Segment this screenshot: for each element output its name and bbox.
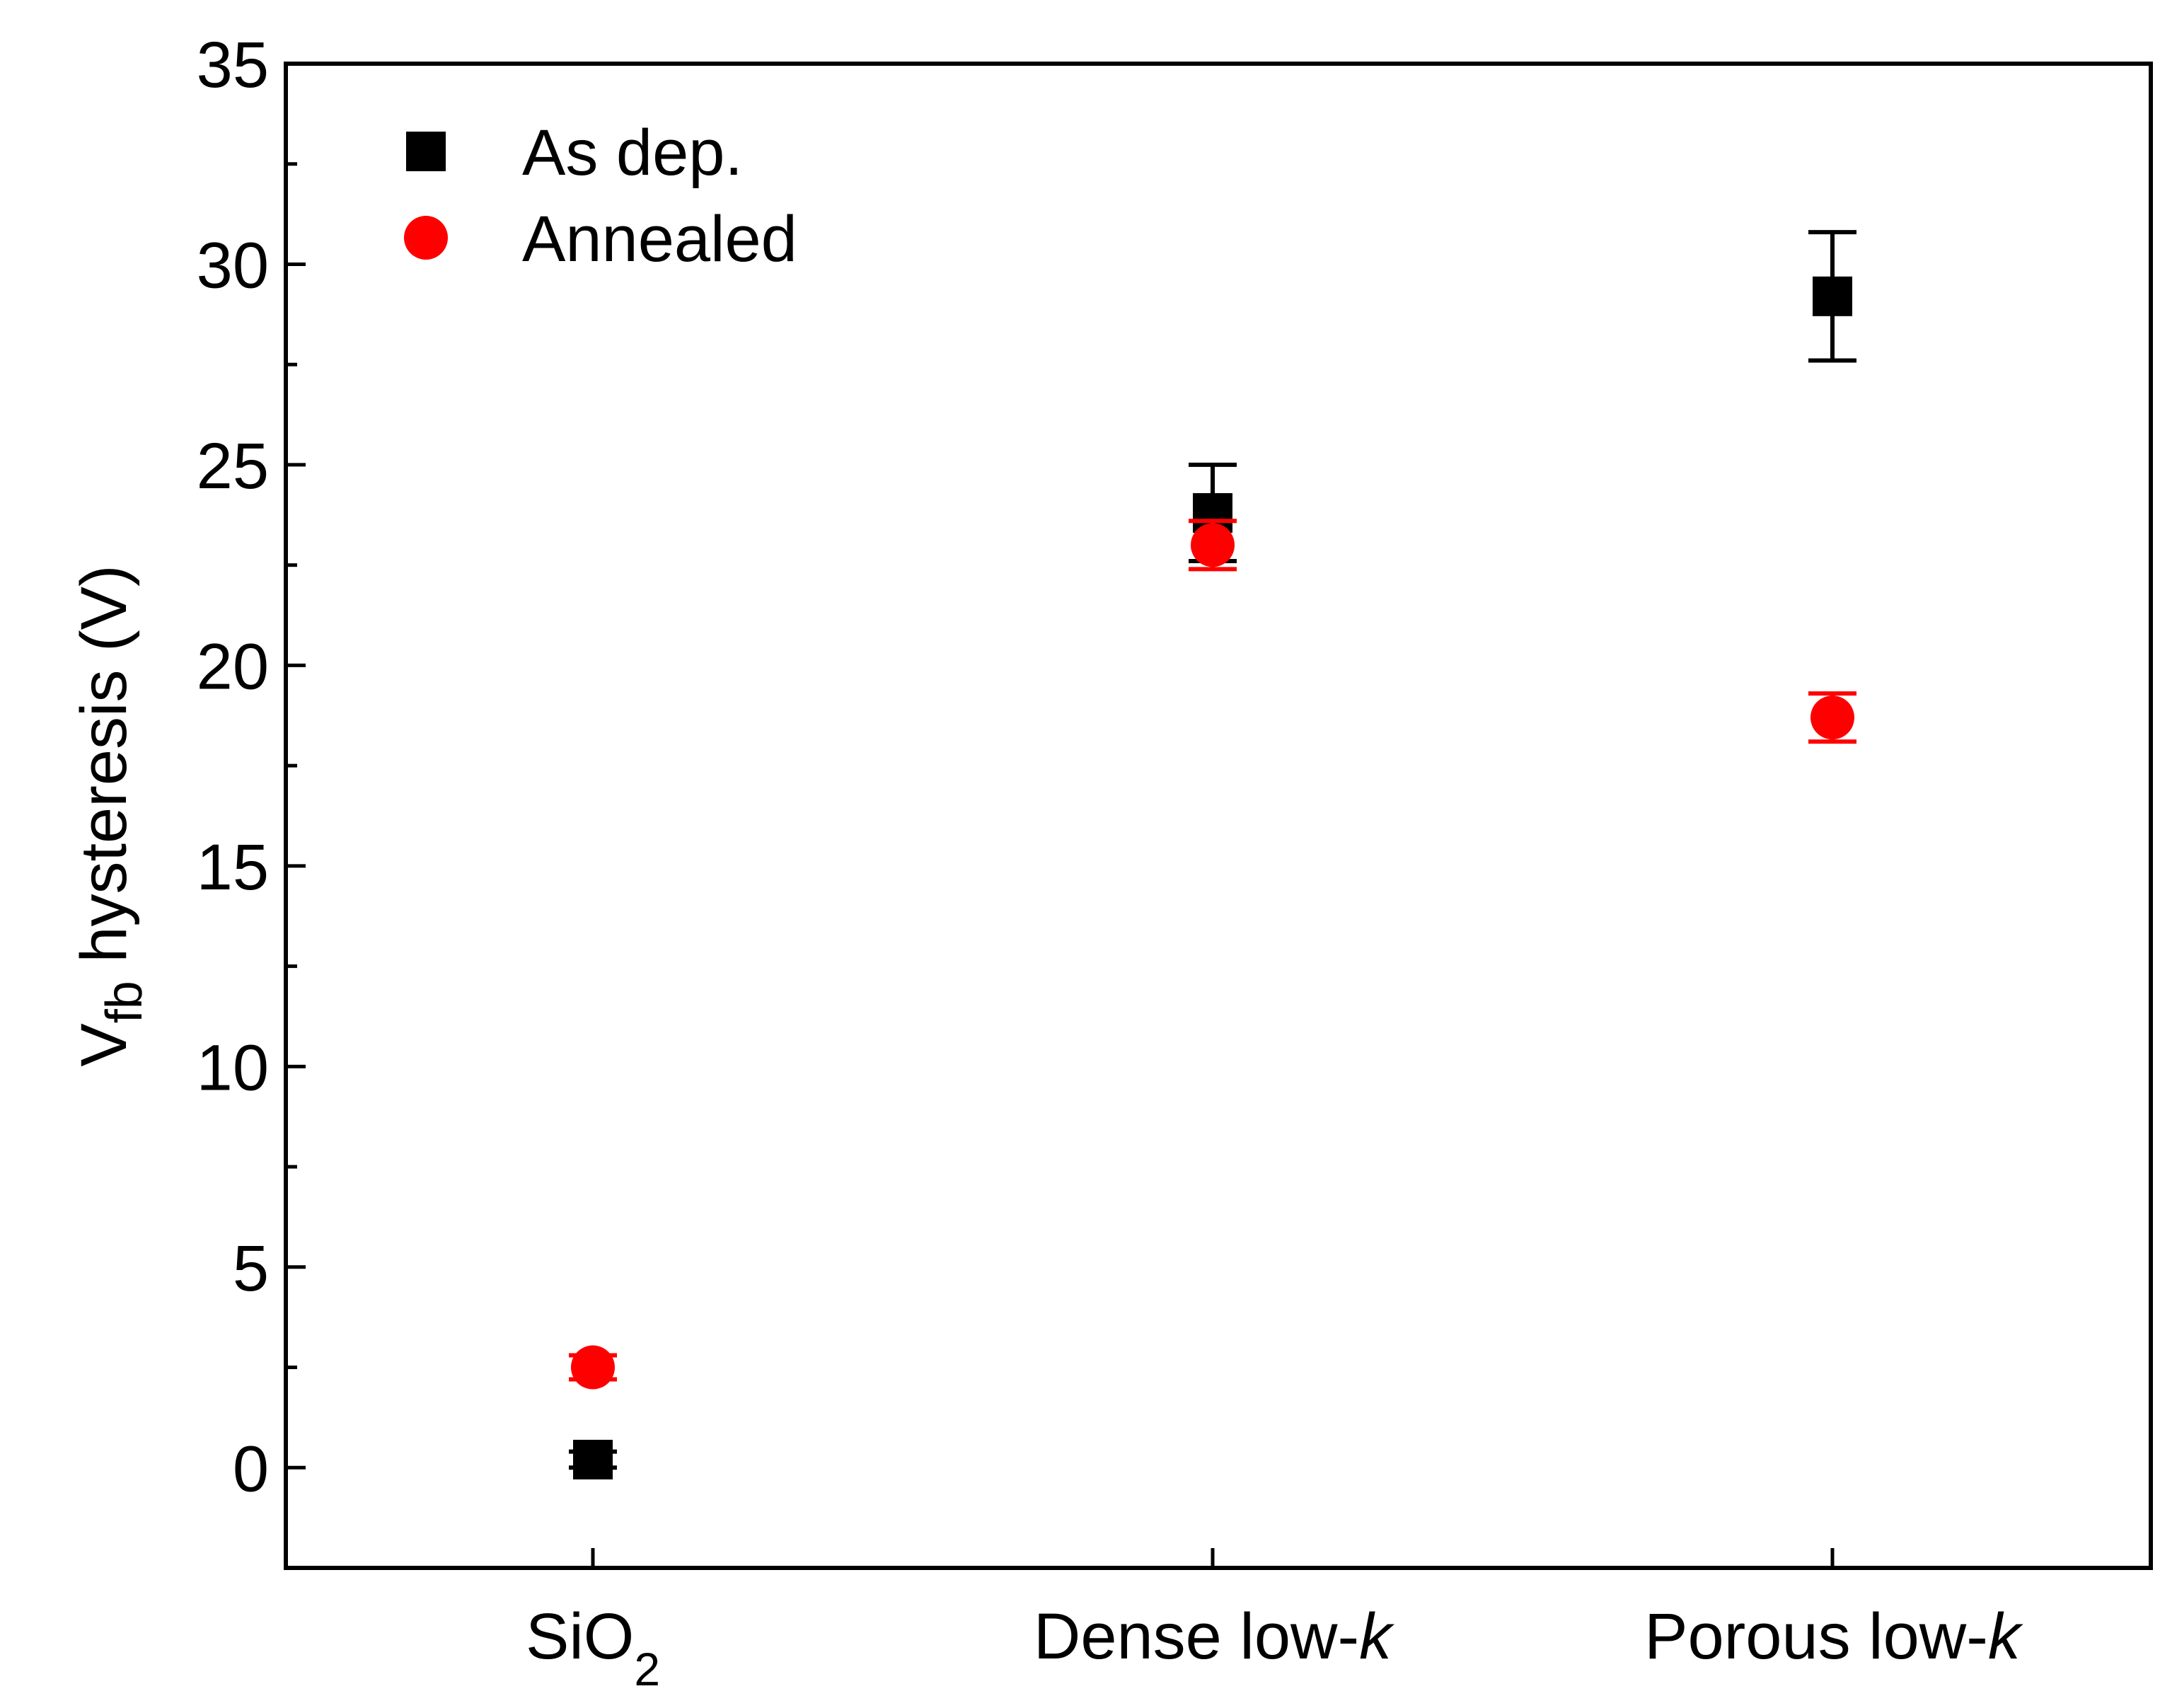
y-tick-label: 15	[197, 831, 269, 904]
x-category-label-main: Dense low-	[1034, 1600, 1359, 1673]
y-axis-title-subscript: fb	[96, 981, 153, 1023]
series-as-dep	[569, 230, 1856, 1479]
x-category-label: Dense low-k	[1034, 1600, 1394, 1673]
y-axis-ticks	[286, 62, 306, 1470]
x-category-label-main: Porous low-	[1644, 1600, 1988, 1673]
x-category-label: SiO2	[526, 1600, 660, 1695]
data-point-square	[1813, 276, 1852, 316]
x-category-label: Porous low-k	[1644, 1600, 2023, 1673]
data-point-circle	[1810, 696, 1854, 740]
data-point-square	[573, 1439, 613, 1479]
legend-label: Annealed	[522, 203, 797, 275]
legend-label: As dep.	[522, 117, 743, 189]
data-point-circle	[571, 1345, 615, 1390]
y-axis-title: Vfb hysteresis (V)	[68, 565, 153, 1066]
x-axis-category-labels: SiO2 Dense low-k Porous low-k	[526, 1600, 2023, 1695]
legend-marker-square	[406, 132, 446, 171]
y-axis-tick-labels: 0 5 10 15 20 25 30 35	[197, 29, 269, 1505]
y-tick-label: 10	[197, 1032, 269, 1104]
x-category-label-subscript: 2	[634, 1643, 660, 1695]
legend: As dep. Annealed	[404, 117, 797, 275]
x-axis-ticks	[591, 1548, 1835, 1568]
data-point-circle	[1191, 523, 1235, 567]
x-category-label-main: SiO	[526, 1600, 634, 1673]
plot-frame	[284, 62, 2153, 1570]
y-tick-label: 25	[197, 430, 269, 502]
y-tick-label: 0	[233, 1433, 269, 1505]
y-tick-label: 5	[233, 1233, 269, 1305]
x-category-label-italic: k	[1359, 1600, 1394, 1673]
legend-marker-circle	[404, 216, 448, 260]
y-tick-label: 20	[197, 630, 269, 703]
series-annealed	[569, 519, 1856, 1390]
y-axis-title-main: V	[68, 1023, 140, 1066]
y-tick-label: 35	[197, 29, 269, 101]
y-axis-title-rest: hysteresis (V)	[68, 565, 140, 981]
data-series	[569, 230, 1856, 1479]
x-category-label-italic: k	[1988, 1600, 2023, 1673]
y-tick-label: 30	[197, 229, 269, 301]
